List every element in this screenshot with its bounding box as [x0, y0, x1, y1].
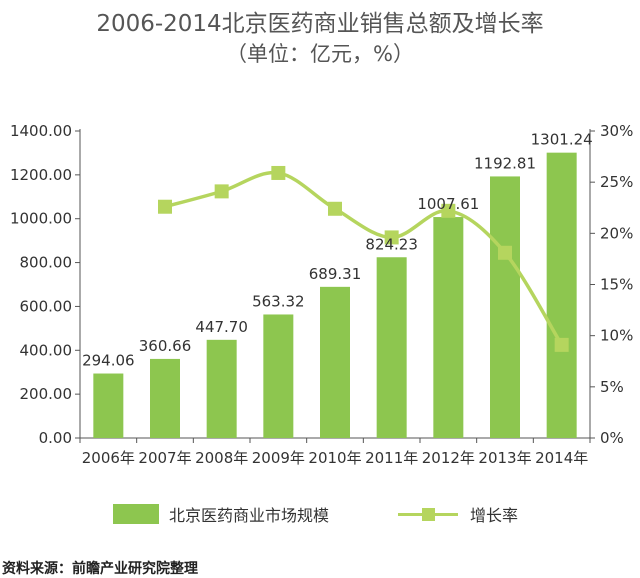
growth-marker [554, 337, 569, 352]
x-tick-label: 2012年 [422, 449, 475, 467]
x-tick-label: 2014年 [535, 449, 588, 467]
y-right-tick-label: 0% [600, 429, 624, 447]
legend-bar-swatch [113, 504, 159, 524]
y-left-tick-label: 1400.00 [10, 122, 72, 140]
bar [320, 286, 350, 438]
y-left-tick-label: 1200.00 [10, 166, 72, 184]
legend-line-swatch [398, 504, 458, 524]
bar-value-label: 689.31 [309, 265, 362, 283]
x-tick-label: 2013年 [478, 449, 531, 467]
y-right-tick-label: 20% [600, 224, 633, 242]
bar-series [93, 152, 577, 438]
x-tick-label: 2007年 [138, 449, 191, 467]
y-left-tick-label: 400.00 [20, 341, 73, 359]
x-tick-label: 2006年 [82, 449, 135, 467]
bar-value-label: 563.32 [252, 292, 305, 310]
y-left-tick-label: 1000.00 [10, 210, 72, 228]
x-tick-label: 2009年 [252, 449, 305, 467]
source-note: 资料来源：前瞻产业研究院整理 [2, 561, 198, 577]
y-right-tick-label: 10% [600, 327, 633, 345]
bar [150, 358, 180, 438]
bar-value-label: 1192.81 [474, 154, 536, 172]
chart-title: 2006-2014北京医药商业销售总额及增长率 [96, 11, 544, 37]
bar [206, 339, 237, 438]
bar [433, 217, 464, 438]
bar [490, 176, 520, 438]
line-series [158, 165, 569, 352]
y-left-tick-label: 800.00 [20, 254, 73, 272]
bar-value-label: 1301.24 [531, 131, 593, 149]
growth-marker [271, 165, 286, 180]
growth-marker [328, 201, 342, 216]
x-tick-label: 2011年 [365, 449, 418, 467]
legend-item-line: 增长率 [398, 502, 518, 526]
growth-marker [158, 199, 172, 214]
y-left-tick-label: 200.00 [20, 385, 73, 403]
y-right-tick-label: 25% [600, 173, 633, 191]
growth-marker [441, 203, 456, 218]
legend-bar-label: 北京医药商业市场规模 [169, 506, 330, 525]
y-right-tick-label: 30% [600, 122, 633, 140]
bar-value-label: 824.23 [365, 235, 418, 253]
bar [93, 373, 124, 438]
x-tick-label: 2008年 [195, 449, 248, 467]
growth-marker [214, 184, 229, 199]
y-left-tick-label: 0.00 [39, 429, 72, 447]
chart-subtitle: （单位：亿元，%） [226, 42, 414, 66]
bar [263, 314, 294, 438]
growth-marker [498, 245, 512, 260]
y-left-tick-label: 600.00 [20, 297, 73, 315]
bar-value-label: 447.70 [195, 318, 248, 336]
bar-value-label: 294.06 [82, 352, 135, 370]
x-tick-label: 2010年 [308, 449, 361, 467]
growth-marker [384, 230, 399, 245]
y-right-tick-label: 5% [600, 378, 624, 396]
bar [376, 257, 407, 438]
bar-value-label: 1007.61 [417, 195, 479, 213]
y-right-tick-label: 15% [600, 276, 633, 294]
legend-line-label: 增长率 [470, 506, 519, 525]
bar-value-label: 360.66 [139, 337, 192, 355]
legend-item-bar: 北京医药商业市场规模 [113, 502, 329, 526]
bar [546, 152, 577, 438]
axes: 0.00 200.00 400.00 600.00 800.00 1000.00 1200.… [10, 122, 633, 467]
